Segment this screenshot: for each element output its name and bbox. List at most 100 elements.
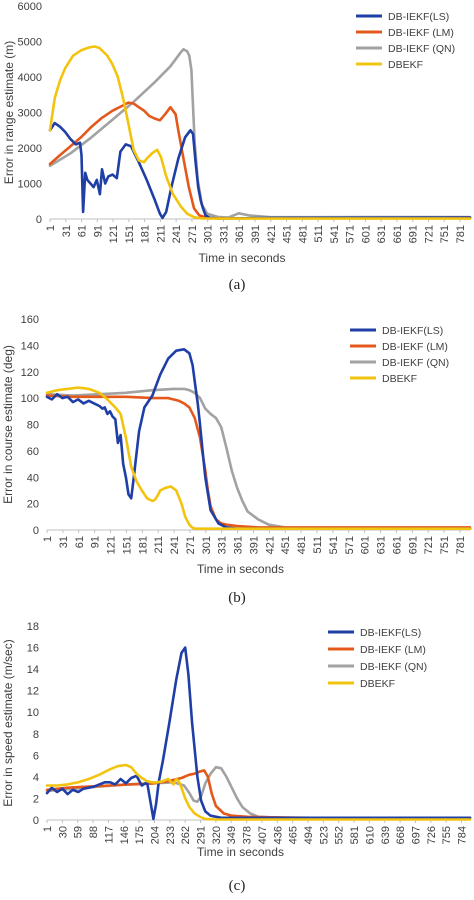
x-tick-label-c-15: 436 [272,826,284,844]
legend-label-a-3: DBEKF [388,59,423,71]
x-tick-label-a-25: 751 [439,225,451,243]
y-tick-label-c-5: 10 [27,707,39,719]
y-tick-label-c-4: 8 [33,729,39,741]
x-tick-label-c-22: 639 [380,826,392,844]
x-tick-label-b-19: 571 [344,536,356,554]
x-tick-label-a-2: 61 [77,225,89,237]
caption-b: (b) [228,590,246,606]
y-tick-label-a-5: 5000 [18,37,42,49]
y-tick-label-c-0: 0 [33,815,39,827]
x-tick-label-a-17: 511 [313,225,325,243]
x-tick-label-a-8: 241 [171,225,183,243]
legend-label-c-3: DBEKF [360,678,395,690]
x-axis-title-b: Time in seconds [197,562,284,576]
x-tick-label-c-19: 552 [334,826,346,844]
x-tick-label-c-7: 204 [149,826,161,844]
x-tick-label-b-18: 541 [328,536,340,554]
y-tick-label-a-1: 1000 [18,179,42,191]
x-tick-label-a-0: 1 [45,225,57,231]
x-tick-label-a-23: 691 [408,225,420,243]
series-line-b-3 [45,386,472,530]
x-tick-label-b-9: 271 [185,536,197,554]
x-tick-label-b-1: 31 [58,536,70,548]
x-tick-label-c-6: 175 [134,826,146,844]
x-tick-label-a-13: 391 [250,225,262,243]
x-tick-label-c-17: 494 [303,826,315,844]
y-tick-label-c-7: 14 [27,664,39,676]
x-tick-label-b-25: 751 [439,536,451,554]
x-tick-label-a-5: 151 [124,225,136,243]
y-tick-label-a-3: 3000 [18,108,42,120]
y-tick-label-b-3: 60 [27,446,39,458]
x-axis-title-a: Time in seconds [199,251,286,265]
caption-a: (a) [228,277,246,293]
y-tick-label-c-9: 18 [27,622,39,633]
x-tick-label-b-5: 151 [121,536,133,554]
x-tick-label-a-11: 331 [218,225,230,243]
x-tick-label-a-24: 721 [423,225,435,243]
x-tick-label-b-20: 601 [360,536,372,554]
y-tick-label-a-4: 4000 [18,72,42,84]
x-tick-label-c-26: 755 [441,826,453,844]
x-tick-label-b-21: 631 [376,536,388,554]
x-tick-label-b-7: 211 [153,536,165,554]
x-tick-label-c-3: 88 [88,826,100,838]
y-tick-label-a-6: 6000 [18,1,42,13]
x-tick-label-b-4: 121 [106,536,118,554]
x-tick-label-a-12: 361 [234,225,246,243]
series-line-c-1 [45,769,472,820]
x-tick-label-b-26: 781 [455,536,467,554]
y-tick-label-c-3: 6 [33,750,39,762]
x-tick-label-c-0: 1 [42,826,54,832]
x-tick-label-c-12: 349 [226,826,238,844]
x-tick-label-c-27: 784 [457,826,469,844]
y-tick-label-c-2: 4 [33,772,39,784]
series-line-b-2 [45,387,472,530]
y-axis-title-a: Error in range estimate (m) [2,41,16,184]
x-tick-label-a-10: 301 [203,225,215,243]
x-tick-label-b-0: 1 [42,536,54,542]
series-line-c-3 [45,763,472,821]
x-tick-label-b-12: 361 [233,536,245,554]
x-tick-label-c-9: 262 [180,826,192,844]
y-tick-label-b-7: 140 [21,340,39,352]
y-tick-label-b-4: 80 [27,420,39,432]
legend-label-c-1: DB-IEKF (LM) [360,644,426,656]
x-tick-label-c-2: 59 [73,826,85,838]
y-tick-label-b-8: 160 [21,314,39,326]
x-tick-label-c-20: 581 [349,826,361,844]
x-tick-label-a-19: 571 [345,225,357,243]
x-axis-title-c: Time in seconds [197,845,284,859]
y-axis-title-c: Error in speed estimate (m/sec) [1,639,15,806]
x-tick-label-b-14: 421 [264,536,276,554]
y-tick-label-b-5: 100 [21,393,39,405]
series-line-a-1 [48,101,472,220]
series-line-c-2 [45,765,472,820]
x-tick-label-a-9: 271 [187,225,199,243]
legend-label-a-2: DB-IEKF (QN) [388,43,455,55]
y-tick-label-a-0: 0 [36,214,42,226]
y-tick-label-c-8: 16 [27,643,39,655]
legend-label-c-2: DB-IEKF (QN) [360,661,427,673]
x-tick-label-c-1: 30 [57,826,69,838]
y-tick-label-b-6: 120 [21,367,39,379]
series-line-a-2 [48,47,472,219]
x-tick-label-b-24: 721 [423,536,435,554]
x-tick-label-b-2: 61 [74,536,86,548]
legend-label-b-0: DB-IEKF(LS) [382,325,443,337]
series-line-b-0 [45,347,472,530]
x-tick-label-c-23: 668 [395,826,407,844]
x-tick-label-b-23: 691 [407,536,419,554]
x-tick-label-a-21: 631 [376,225,388,243]
x-tick-label-c-25: 726 [426,826,438,844]
x-tick-label-a-4: 121 [108,225,120,243]
x-tick-label-a-15: 451 [282,225,294,243]
series-line-b-1 [45,394,472,529]
x-tick-label-b-3: 91 [90,536,102,548]
x-tick-label-c-21: 610 [364,826,376,844]
x-tick-label-a-22: 661 [392,225,404,243]
x-tick-label-b-6: 181 [137,536,149,554]
legend-label-b-3: DBEKF [382,373,417,385]
y-tick-label-b-1: 20 [27,499,39,511]
